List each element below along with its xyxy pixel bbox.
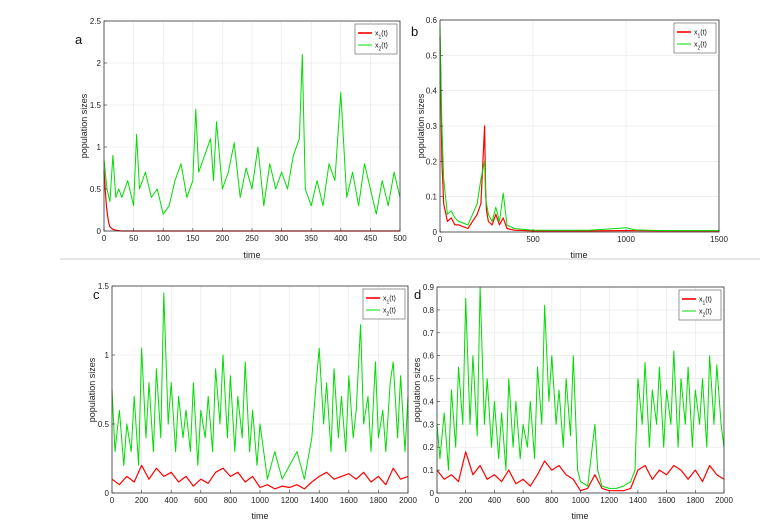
y-tick-label: 0 [430,489,435,498]
x-tick-label: 1200 [281,496,299,505]
y-tick-label: 0.1 [426,193,438,202]
y-tick-label: 1.5 [98,282,110,291]
x-tick-label: 0 [110,496,115,505]
panel-a: 0 50 100 150 200 250 300 350 400 450 500 0 0.5 1 1.5 2 2… [75,17,407,260]
y-tick-label: 0 [433,228,438,237]
x-tick-label: 200 [216,234,230,243]
y-axis-label: population sizes [87,357,97,422]
x-tick-label: 1800 [686,496,704,505]
y-tick-label: 1 [97,143,102,152]
y-tick-label: 2 [97,59,102,68]
y-tick-label: 0.5 [423,375,435,384]
y-tick-label: 0.4 [423,397,435,406]
panel-b: 0 500 1000 1500 0 0.1 0.2 0.3 0.4 0.5 0.6 time popul… [411,16,728,260]
legend-entry: x1(t) [383,296,396,306]
panel-c: 0 200 400 600 800 1000 1200 1400 1600 1800 2000 0 0.… [87,282,417,521]
x-tick-label: 600 [516,496,530,505]
panel-label: d [414,287,421,302]
legend-entry: x1(t) [699,297,712,307]
y-tick-label: 1 [105,351,110,360]
x-tick-label: 0 [438,235,443,244]
y-tick-label: 0.4 [426,87,438,96]
series-line-x1t [439,37,719,232]
legend-entry: x2(t) [383,308,396,318]
legend-box [354,23,398,55]
x-tick-label: 0 [435,496,440,505]
x-axis-label: time [243,250,260,260]
x-tick-label: 2000 [399,496,417,505]
x-axis-label: time [570,250,587,260]
x-tick-label: 250 [245,234,259,243]
y-tick-label: 0 [105,489,110,498]
x-tick-label: 1000 [572,496,590,505]
y-tick-label: 0.6 [423,352,435,361]
legend-entry: x2(t) [375,43,388,53]
x-tick-label: 1400 [310,496,328,505]
y-tick-label: 0 [97,227,102,236]
x-tick-label: 200 [459,496,473,505]
x-tick-label: 1500 [710,235,728,244]
x-tick-label: 800 [224,496,238,505]
y-tick-label: 0.8 [423,306,435,315]
x-tick-label: 600 [194,496,208,505]
x-tick-label: 500 [526,235,540,244]
x-tick-label: 1200 [600,496,618,505]
x-tick-label: 1600 [340,496,358,505]
x-tick-label: 2000 [715,496,733,505]
x-tick-label: 350 [305,234,319,243]
x-tick-label: 400 [334,234,348,243]
x-tick-label: 400 [488,496,502,505]
x-axis-label: time [251,511,268,521]
legend-box [673,22,717,54]
panel-label: b [411,24,418,39]
x-tick-label: 100 [157,234,171,243]
x-tick-label: 400 [165,496,179,505]
x-tick-label: 300 [275,234,289,243]
x-tick-label: 500 [393,234,407,243]
y-tick-label: 0.2 [423,443,435,452]
y-tick-label: 0.2 [426,157,438,166]
legend-entry: x2(t) [694,42,707,52]
y-tick-label: 0.3 [426,122,438,131]
y-tick-label: 0.5 [426,51,438,60]
y-axis-label: population sizes [412,357,422,422]
x-tick-label: 200 [135,496,149,505]
legend-box [362,288,406,320]
x-tick-label: 1800 [370,496,388,505]
y-tick-label: 0.5 [90,185,102,194]
series-line-x1t [111,464,409,490]
y-tick-label: 0.3 [423,420,435,429]
x-tick-label: 1600 [658,496,676,505]
legend-entry: x1(t) [375,31,388,41]
x-tick-label: 150 [186,234,200,243]
y-tick-label: 2.5 [90,17,102,26]
x-tick-label: 800 [545,496,559,505]
legend-entry: x2(t) [699,309,712,319]
x-tick-label: 1400 [629,496,647,505]
x-tick-label: 1000 [617,235,635,244]
y-axis-label: population sizes [79,93,89,158]
panel-label: c [93,287,100,302]
series-line-x2t [103,54,401,215]
y-tick-label: 0.1 [423,466,435,475]
series-line-x2t [436,286,725,489]
y-tick-label: 0.7 [423,329,435,338]
y-tick-label: 0.6 [426,16,438,25]
x-tick-label: 450 [364,234,378,243]
x-tick-label: 50 [129,234,138,243]
y-axis-label: population sizes [416,93,426,158]
series-line-x2t [439,27,719,232]
y-tick-label: 1.5 [90,101,102,110]
y-tick-label: 0.9 [423,283,435,292]
panel-d: 0 200 400 600 800 1000 1200 1400 1600 1800 2000 0 0.… [412,283,733,521]
y-tick-label: 0.5 [98,420,110,429]
x-tick-label: 1000 [251,496,269,505]
series-line-x2t [111,292,409,480]
legend-entry: x1(t) [694,30,707,40]
x-tick-label: 0 [102,234,107,243]
panel-label: a [75,32,83,47]
legend-box [678,289,722,321]
x-axis-label: time [571,511,588,521]
